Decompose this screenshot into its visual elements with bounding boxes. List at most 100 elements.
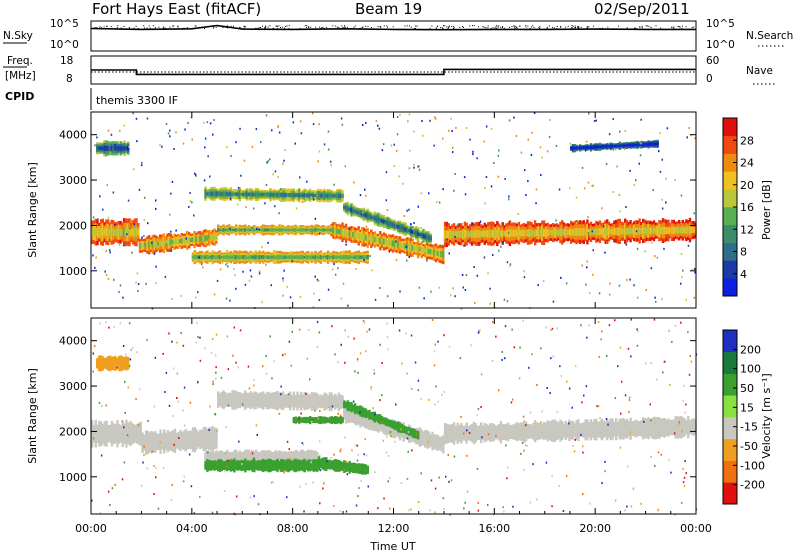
nsearch-point — [143, 25, 144, 26]
range-speckle — [411, 388, 413, 390]
range-speckle — [353, 181, 355, 183]
range-speckle — [283, 270, 285, 272]
range-speckle — [689, 127, 691, 129]
range-speckle — [110, 251, 112, 253]
range-speckle — [492, 360, 494, 362]
range-speckle — [599, 417, 601, 419]
range-speckle — [173, 368, 175, 370]
range-speckle — [354, 370, 356, 372]
range-speckle — [383, 143, 385, 145]
range-speckle — [549, 119, 551, 121]
range-speckle — [138, 283, 140, 285]
nsearch-point — [642, 27, 643, 28]
range-speckle — [655, 301, 657, 303]
range-speckle — [119, 244, 121, 246]
range-speckle — [669, 384, 671, 386]
range-speckle — [596, 120, 598, 122]
nsearch-point — [414, 28, 415, 29]
nsearch-point — [165, 28, 166, 29]
range-speckle — [207, 155, 209, 157]
range-speckle — [594, 146, 596, 148]
range-speckle — [450, 294, 452, 296]
range-speckle — [226, 146, 228, 148]
range-speckle — [357, 445, 359, 447]
nsearch-point — [150, 28, 151, 29]
range-speckle — [279, 413, 281, 415]
range-speckle — [154, 253, 156, 255]
nsearch-point — [495, 28, 496, 29]
range-speckle — [640, 154, 642, 156]
range-speckle — [557, 327, 559, 329]
range-speckle — [184, 129, 186, 131]
range-speckle — [132, 433, 134, 435]
range-speckle — [275, 254, 277, 256]
range-speckle — [155, 467, 157, 469]
range-speckle — [507, 300, 509, 302]
range-speckle — [670, 472, 672, 474]
range-speckle — [559, 485, 561, 487]
range-cell — [341, 194, 343, 198]
range-speckle — [401, 363, 403, 365]
range-speckle — [466, 127, 468, 129]
range-speckle — [225, 404, 227, 406]
range-speckle — [537, 284, 539, 286]
range-speckle — [209, 406, 211, 408]
nsearch-point — [527, 26, 528, 27]
nsearch-point — [514, 27, 515, 28]
range-speckle — [112, 487, 114, 489]
range-speckle — [197, 291, 199, 293]
range-speckle — [569, 388, 571, 390]
range-speckle — [654, 319, 656, 321]
nsearch-point — [273, 28, 274, 29]
range-speckle — [605, 242, 607, 244]
range-speckle — [451, 130, 453, 132]
range-speckle — [136, 118, 138, 120]
range-speckle — [478, 332, 480, 334]
range-speckle — [399, 114, 401, 116]
range-speckle — [446, 238, 448, 240]
range-speckle — [224, 470, 226, 472]
range-speckle — [452, 147, 454, 149]
range-speckle — [363, 453, 365, 455]
range-speckle — [303, 444, 305, 446]
range-speckle — [346, 511, 348, 513]
range-speckle — [147, 222, 149, 224]
range-speckle — [481, 436, 483, 438]
nsky-label: N.Sky — [3, 30, 33, 42]
range-speckle — [531, 154, 533, 156]
range-speckle — [410, 223, 412, 225]
range-speckle — [196, 342, 198, 344]
colorbar-tick-label: 4 — [740, 268, 747, 281]
range-speckle — [96, 136, 98, 138]
nsearch-point — [446, 26, 447, 27]
range-speckle — [435, 344, 437, 346]
range-speckle — [228, 405, 230, 407]
range-speckle — [510, 222, 512, 224]
power-ylabel: Slant Range [km] — [26, 162, 39, 258]
range-speckle — [137, 290, 139, 292]
range-speckle — [437, 341, 439, 343]
range-speckle — [371, 386, 373, 388]
range-speckle — [628, 411, 630, 413]
power-panel-frame — [91, 112, 696, 308]
range-speckle — [500, 246, 502, 248]
range-speckle — [129, 322, 131, 324]
range-speckle — [280, 386, 282, 388]
range-speckle — [566, 282, 568, 284]
range-speckle — [384, 222, 386, 224]
range-speckle — [651, 242, 653, 244]
range-speckle — [518, 213, 520, 215]
range-speckle — [347, 305, 349, 307]
range-cell — [442, 251, 444, 257]
range-speckle — [317, 321, 319, 323]
range-speckle — [504, 299, 506, 301]
range-speckle — [488, 433, 490, 435]
range-speckle — [309, 200, 311, 202]
range-speckle — [146, 339, 148, 341]
range-speckle — [636, 328, 638, 330]
nsearch-point — [231, 26, 232, 27]
range-speckle — [195, 297, 197, 299]
range-speckle — [143, 446, 145, 448]
range-speckle — [654, 465, 656, 467]
range-speckle — [606, 418, 608, 420]
